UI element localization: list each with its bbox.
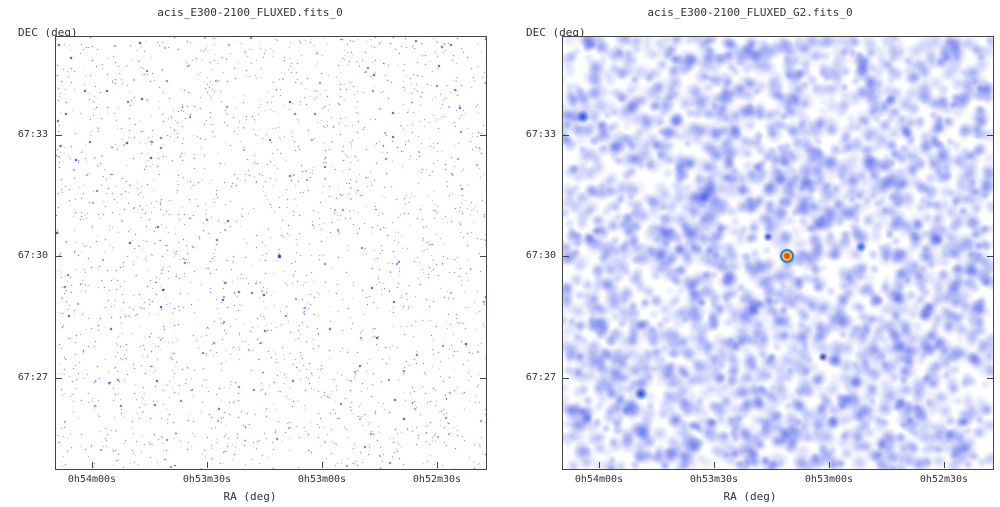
right-y-axis-label: DEC (deg) bbox=[526, 26, 586, 39]
right-ytick-mark-right-3 bbox=[987, 378, 993, 379]
left-y-axis-label: DEC (deg) bbox=[18, 26, 78, 39]
right-ytick-mark-1 bbox=[563, 135, 569, 136]
right-ytick-mark-2 bbox=[563, 256, 569, 257]
left-xtick-1: 0h54m00s bbox=[67, 474, 117, 485]
left-xtick-mark-2 bbox=[207, 462, 208, 468]
left-xtick-mark-3 bbox=[322, 462, 323, 468]
right-x-axis-label: RA (deg) bbox=[723, 490, 777, 503]
right-xtick-4: 0h52m30s bbox=[919, 474, 969, 485]
left-xtick-4: 0h52m30s bbox=[412, 474, 462, 485]
right-smoothed-image[interactable] bbox=[563, 37, 993, 469]
right-xtick-2: 0h53m30s bbox=[689, 474, 739, 485]
left-image-panel: acis_E300-2100_FLUXED.fits_0 DEC (deg) 6… bbox=[17, 6, 487, 503]
left-xtick-2: 0h53m30s bbox=[182, 474, 232, 485]
left-raw-counts-image[interactable] bbox=[56, 37, 486, 469]
left-ytick-2: 67:30 bbox=[17, 250, 48, 261]
left-ytick-3: 67:27 bbox=[17, 372, 48, 383]
left-ytick-mark-3 bbox=[56, 378, 62, 379]
left-ytick-mark-right-2 bbox=[480, 256, 486, 257]
left-xtick-3: 0h53m00s bbox=[297, 474, 347, 485]
right-image-panel: acis_E300-2100_FLUXED_G2.fits_0 DEC (deg… bbox=[500, 0, 1000, 507]
left-xtick-mark-4 bbox=[437, 462, 438, 468]
right-ytick-mark-right-2 bbox=[987, 256, 993, 257]
right-ytick-3: 67:27 bbox=[525, 372, 556, 383]
right-panel-title: acis_E300-2100_FLUXED_G2.fits_0 bbox=[647, 6, 853, 19]
right-xtick-mark-2 bbox=[714, 462, 715, 468]
right-ytick-2: 67:30 bbox=[525, 250, 556, 261]
right-xtick-mark-3 bbox=[829, 462, 830, 468]
left-ytick-mark-right-3 bbox=[480, 378, 486, 379]
left-panel-title: acis_E300-2100_FLUXED.fits_0 bbox=[157, 6, 343, 19]
left-ytick-1: 67:33 bbox=[17, 129, 48, 140]
right-xtick-3: 0h53m00s bbox=[804, 474, 854, 485]
left-ytick-mark-1 bbox=[56, 135, 62, 136]
right-xtick-mark-1 bbox=[599, 462, 600, 468]
right-xtick-mark-4 bbox=[944, 462, 945, 468]
left-image-frame[interactable] bbox=[55, 36, 487, 470]
right-xtick-1: 0h54m00s bbox=[574, 474, 624, 485]
left-ytick-mark-2 bbox=[56, 256, 62, 257]
right-ytick-mark-3 bbox=[563, 378, 569, 379]
left-xtick-mark-1 bbox=[92, 462, 93, 468]
right-ytick-1: 67:33 bbox=[525, 129, 556, 140]
right-ytick-mark-right-1 bbox=[987, 135, 993, 136]
left-x-axis-label: RA (deg) bbox=[223, 490, 277, 503]
right-image-frame[interactable] bbox=[562, 36, 994, 470]
left-ytick-mark-right-1 bbox=[480, 135, 486, 136]
